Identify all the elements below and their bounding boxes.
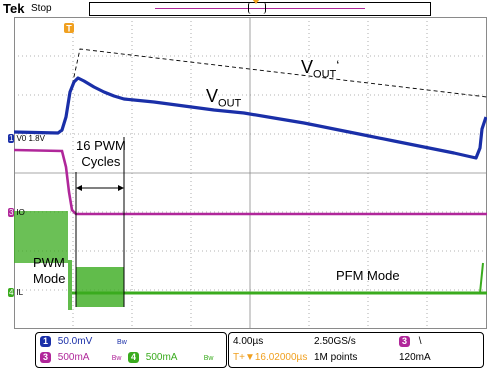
- ch3-ground-marker[interactable]: 3 IO: [8, 208, 25, 217]
- vout-label: VOUT: [206, 86, 242, 110]
- waveform-display: T: [14, 17, 487, 329]
- trigger-t-icon: T: [64, 23, 74, 34]
- timebase-value: 4.00µs: [233, 336, 264, 347]
- pfm-mode-label: PFM Mode: [336, 268, 400, 283]
- ch4-ground-marker[interactable]: 4 IL: [8, 288, 24, 297]
- status-bar: Tek Stop: [0, 0, 487, 17]
- timebase-box[interactable]: 4.00µs T+▼16.02000µs 2.50GS/s 1M points …: [228, 332, 484, 368]
- channel-settings-box[interactable]: 1 50.0mV Bw 3 500mA Bw 4 500mA Bw: [35, 332, 227, 368]
- ch1-waveform: [14, 76, 487, 160]
- trigger-source[interactable]: 3 \: [399, 336, 422, 347]
- graticule-center: [14, 17, 487, 329]
- ch1-ground-marker[interactable]: 1 V0 1.8V: [8, 134, 45, 143]
- ch4-waveform: [14, 211, 487, 310]
- brand-label: Tek: [3, 1, 25, 16]
- svg-text:T: T: [66, 24, 72, 34]
- cycles-label: 16 PWM Cycles: [76, 138, 126, 169]
- cycles-bracket: [75, 137, 125, 307]
- trigger-level: 120mA: [399, 352, 431, 363]
- record-view-bar[interactable]: [89, 0, 431, 16]
- ch4-readout[interactable]: 4 500mA Bw: [128, 352, 213, 363]
- acquisition-state: Stop: [31, 3, 52, 14]
- trigger-position-marker: [252, 0, 260, 4]
- record-length: 1M points: [314, 352, 358, 363]
- record-view-line: [155, 8, 365, 9]
- record-view-window[interactable]: [248, 2, 266, 14]
- trigger-position: T+▼16.02000µs: [233, 352, 308, 363]
- pwm-mode-label: PWM Mode: [33, 255, 66, 286]
- ch1-readout[interactable]: 1 50.0mV Bw: [40, 336, 127, 347]
- sample-rate: 2.50GS/s: [314, 336, 356, 347]
- readout-panel: 1 50.0mV Bw 3 500mA Bw 4 500mA Bw 4.00µs…: [0, 331, 487, 370]
- vout-prime-label: VOUT‘: [301, 57, 340, 81]
- ch3-readout[interactable]: 3 500mA Bw: [40, 352, 121, 363]
